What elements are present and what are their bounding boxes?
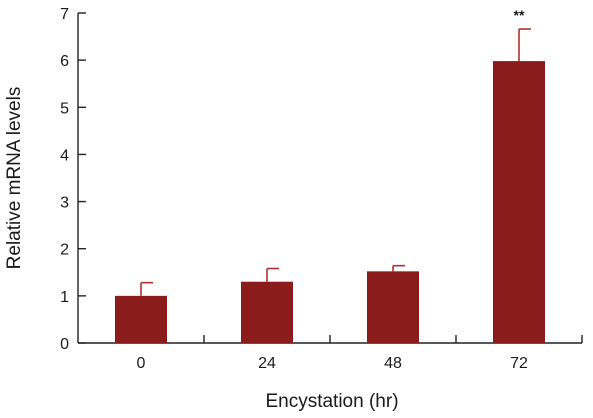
y-axis: 0 1 2 3 4 5 6 7 xyxy=(60,6,86,353)
x-tick-label: 24 xyxy=(258,355,276,372)
y-axis-label: Relative mRNA levels xyxy=(4,87,25,270)
y-tick-label: 6 xyxy=(60,53,69,70)
bar xyxy=(241,281,293,343)
x-tick-label: 72 xyxy=(510,355,528,372)
y-tick-label: 5 xyxy=(60,100,69,117)
bar xyxy=(367,271,419,343)
x-tick-label: 48 xyxy=(384,355,402,372)
y-tick-label: 0 xyxy=(60,336,69,353)
bar xyxy=(115,295,167,343)
y-tick-label: 2 xyxy=(60,242,69,259)
x-axis-label: Encystation (hr) xyxy=(265,391,398,412)
bars: ** xyxy=(115,7,545,343)
y-tick-label: 4 xyxy=(60,147,69,164)
significance-annotation: ** xyxy=(514,7,525,23)
bar xyxy=(493,61,545,343)
y-tick-label: 1 xyxy=(60,289,69,306)
x-tick-label: 0 xyxy=(137,355,146,372)
y-tick-label: 7 xyxy=(60,6,69,23)
y-tick-label: 3 xyxy=(60,195,69,212)
